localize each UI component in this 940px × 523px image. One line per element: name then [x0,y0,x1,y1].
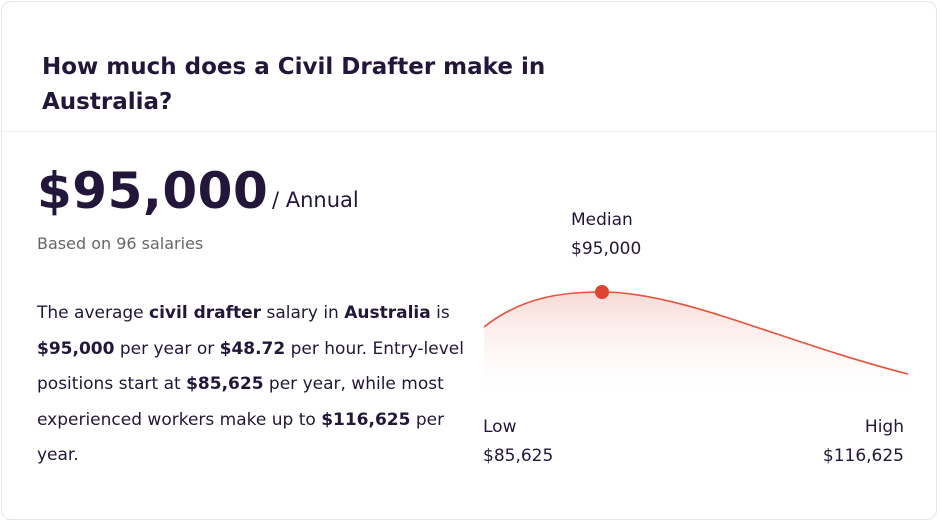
high-label: High [864,417,904,437]
bold-text: $48.72 [219,338,286,359]
description: The average civil drafter salary in Aust… [37,296,467,474]
distribution-curve [483,285,909,402]
median-label: Median [571,210,633,230]
median-value: $95,000 [571,239,642,259]
high-value: $116,625 [822,446,904,466]
text: per hour. Entry-level positions start at [37,338,464,395]
bold-text: civil drafter [149,303,262,323]
text: per year, while most experienced workers… [37,374,444,430]
text: per year or [114,338,220,359]
curve-fill [484,292,908,402]
low-label: Low [483,417,517,437]
text: salary in [261,303,345,323]
salary-amount: $95,000 [37,162,269,220]
low-value: $85,625 [483,446,554,466]
divider [2,131,936,132]
sample-size: Based on 96 salaries [37,234,204,253]
text: per year. [37,409,445,466]
text: is [430,303,450,323]
text: The average [37,303,150,323]
median-dot [595,285,609,299]
bold-text: $95,000 [37,338,115,359]
page-title: How much does a Civil Drafter make in Au… [42,54,546,115]
bold-text: Australia [344,303,431,323]
bold-text: $85,625 [186,374,264,394]
bold-text: $116,625 [321,409,411,430]
salary-period: / Annual [272,188,359,212]
curve-line [483,291,909,375]
